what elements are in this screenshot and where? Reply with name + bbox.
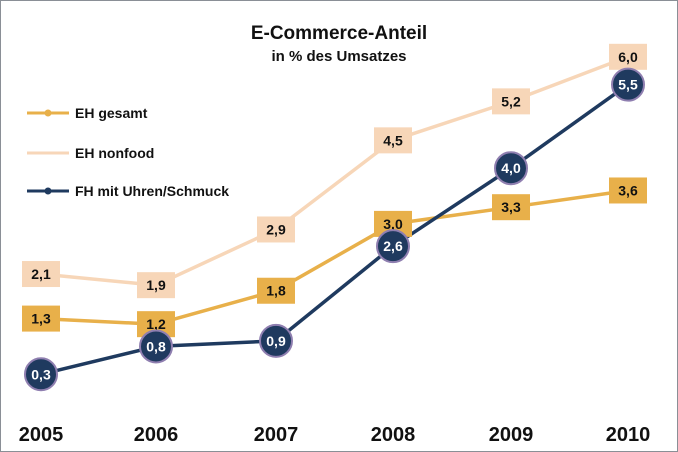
- data-point-eh-gesamt: 1,3: [22, 305, 60, 332]
- legend-label-eh-gesamt: EH gesamt: [75, 105, 148, 121]
- chart-title: E-Commerce-Anteil: [251, 23, 427, 44]
- legend: EH gesamt EH nonfood FH mit Uhren/Schmuc…: [27, 105, 229, 199]
- data-label-eh-nonfood: 5,2: [501, 93, 521, 109]
- data-point-eh-nonfood: 2,1: [22, 261, 60, 288]
- data-label-eh-gesamt: 3,6: [618, 182, 638, 198]
- data-circle-fh-mit-uhren-schmuck: [139, 329, 173, 364]
- x-tick-label: 2008: [371, 424, 416, 446]
- legend-label-fh-uhren-schmuck: FH mit Uhren/Schmuck: [75, 183, 229, 199]
- data-point-fh-mit-uhren-schmuck: 0,3: [24, 357, 58, 392]
- data-point-fh-mit-uhren-schmuck: 2,6: [376, 229, 410, 264]
- legend-marker-fh-uhren-schmuck: [44, 187, 52, 195]
- data-box-eh-nonfood: [137, 272, 175, 299]
- x-axis: 2005 2006 2007 2008 2009 2010: [19, 424, 651, 446]
- data-label-fh-mit-uhren-schmuck: 0,3: [31, 366, 51, 382]
- data-label-fh-mit-uhren-schmuck: 0,9: [266, 333, 286, 349]
- data-label-eh-nonfood: 2,1: [31, 266, 51, 282]
- data-box-eh-nonfood: [374, 127, 412, 154]
- data-point-fh-mit-uhren-schmuck: 4,0: [494, 151, 528, 186]
- data-point-fh-mit-uhren-schmuck: 5,5: [611, 67, 645, 102]
- series-line-fh-mit-uhren-schmuck: [39, 82, 630, 377]
- data-point-eh-nonfood: 6,0: [609, 43, 647, 70]
- data-point-eh-gesamt: 3,6: [609, 177, 647, 204]
- data-markers: 2,1 1,9 2,9 4,5 5,2 6,0 1,3 1,2 1,8 3,0 3,3 3,6 0,3 0…: [22, 43, 647, 392]
- series-line-eh-gesamt: [39, 188, 630, 326]
- x-tick-label: 2007: [254, 424, 299, 446]
- data-label-eh-gesamt: 3,3: [501, 199, 521, 215]
- data-point-fh-mit-uhren-schmuck: 0,9: [259, 323, 293, 358]
- data-point-fh-mit-uhren-schmuck: 0,8: [139, 329, 173, 364]
- data-box-eh-nonfood: [257, 216, 295, 243]
- data-point-eh-nonfood: 2,9: [257, 216, 295, 243]
- data-label-eh-nonfood: 4,5: [383, 132, 403, 148]
- x-tick-label: 2010: [606, 424, 651, 446]
- data-label-eh-gesamt: 1,8: [266, 283, 286, 299]
- data-label-eh-gesamt: 1,2: [146, 316, 166, 332]
- data-point-eh-gesamt: 3,3: [492, 194, 530, 221]
- data-box-eh-gesamt: [492, 194, 530, 221]
- data-point-eh-gesamt: 1,8: [257, 277, 295, 304]
- legend-label-eh-nonfood: EH nonfood: [75, 145, 154, 161]
- legend-marker-eh-gesamt: [44, 109, 52, 117]
- x-tick-label: 2009: [489, 424, 534, 446]
- series-lines: [39, 55, 630, 377]
- data-point-eh-nonfood: 4,5: [374, 127, 412, 154]
- data-circle-fh-mit-uhren-schmuck: [24, 357, 58, 392]
- data-label-eh-nonfood: 2,9: [266, 221, 286, 237]
- data-circle-fh-mit-uhren-schmuck: [611, 67, 645, 102]
- data-box-eh-nonfood: [609, 43, 647, 70]
- data-label-fh-mit-uhren-schmuck: 5,5: [618, 77, 638, 93]
- data-label-fh-mit-uhren-schmuck: 0,8: [146, 338, 166, 354]
- data-label-fh-mit-uhren-schmuck: 4,0: [501, 160, 521, 176]
- data-box-eh-gesamt: [609, 177, 647, 204]
- data-label-eh-gesamt: 1,3: [31, 311, 51, 327]
- series-line-eh-nonfood: [39, 55, 630, 287]
- data-box-eh-gesamt: [257, 277, 295, 304]
- data-circle-fh-mit-uhren-schmuck: [259, 323, 293, 358]
- data-label-eh-nonfood: 6,0: [618, 49, 638, 65]
- data-circle-fh-mit-uhren-schmuck: [494, 151, 528, 186]
- data-label-eh-nonfood: 1,9: [146, 277, 166, 293]
- data-point-eh-nonfood: 1,9: [137, 272, 175, 299]
- x-tick-label: 2005: [19, 424, 64, 446]
- data-box-eh-nonfood: [22, 261, 60, 288]
- x-tick-label: 2006: [134, 424, 179, 446]
- data-point-eh-nonfood: 5,2: [492, 88, 530, 115]
- data-circle-fh-mit-uhren-schmuck: [376, 229, 410, 264]
- data-box-eh-gesamt: [22, 305, 60, 332]
- data-box-eh-nonfood: [492, 88, 530, 115]
- data-label-fh-mit-uhren-schmuck: 2,6: [383, 238, 403, 254]
- data-label-eh-gesamt: 3,0: [383, 216, 403, 232]
- chart-subtitle: in % des Umsatzes: [271, 48, 406, 65]
